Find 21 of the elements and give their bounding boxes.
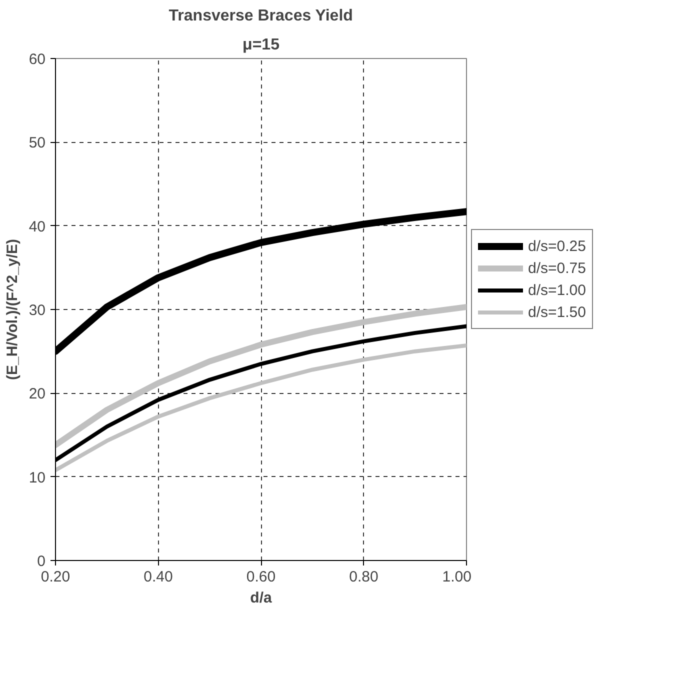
y-tick-label: 0: [37, 553, 46, 570]
y-tick-label: 10: [28, 469, 46, 486]
y-tick-label: 30: [28, 302, 46, 319]
y-axis-title: (E_H/Vol.)/(F^2_y/E): [4, 238, 21, 380]
x-tick-label: 0.80: [349, 568, 378, 586]
legend-label: d/s=1.00: [528, 282, 586, 298]
y-tick-label: 50: [28, 134, 46, 152]
x-tick-label: 0.40: [144, 568, 173, 586]
line-series: [56, 343, 466, 472]
y-tick-label: 60: [28, 51, 46, 68]
legend-label: d/s=0.75: [528, 260, 586, 276]
y-tick-label: 20: [28, 386, 46, 403]
x-tick-label: 0.60: [246, 568, 276, 586]
x-tick-label: 0.20: [40, 568, 70, 586]
x-axis-title: d/a: [250, 590, 272, 606]
x-tick-label: 1.00: [442, 568, 472, 586]
legend-label: d/s=1.50: [528, 304, 586, 320]
chart-subtitle: μ=15: [242, 36, 280, 54]
y-tick-label: 40: [28, 218, 46, 236]
chart-title: Transverse Braces Yield: [168, 8, 353, 24]
legend-label: d/s=0.25: [528, 238, 586, 254]
